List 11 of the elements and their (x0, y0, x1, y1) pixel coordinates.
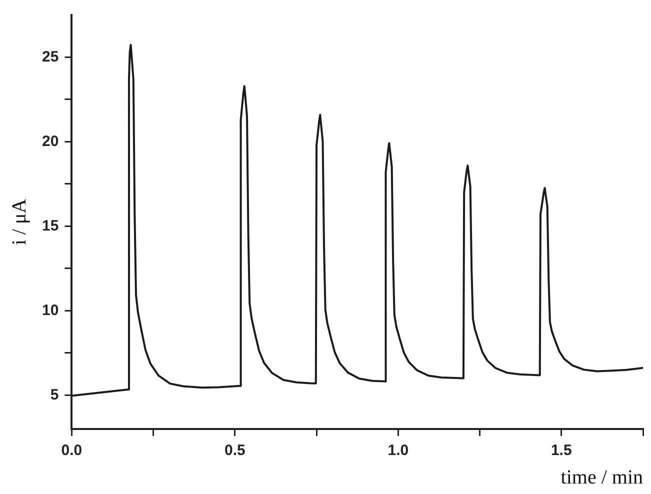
y-tick-label: 10 (42, 302, 59, 319)
x-tick-label: 1.0 (388, 442, 409, 460)
x-axis-title: time / min (560, 466, 643, 488)
y-tick-label: 20 (42, 132, 59, 150)
x-tick-label: 0.5 (224, 442, 246, 460)
y-tick-label: 25 (42, 48, 59, 66)
y-tick-label: 5 (50, 386, 59, 404)
x-tick-label: 1.5 (550, 442, 572, 460)
y-tick-label: 15 (42, 217, 59, 234)
x-tick-label: 0.0 (61, 442, 82, 460)
y-axis-title: i / μA (8, 198, 30, 246)
